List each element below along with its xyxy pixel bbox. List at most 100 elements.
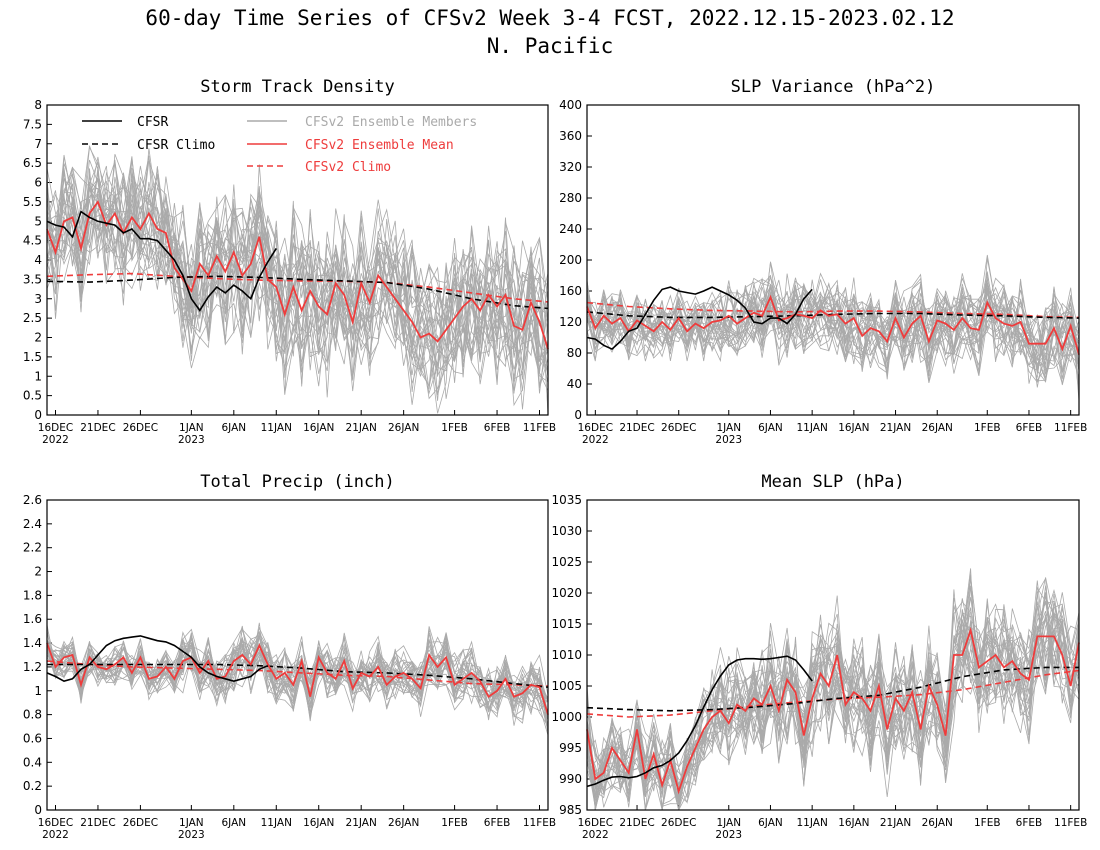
y-tick-label: 990 (559, 772, 582, 786)
y-tick-label: 8 (34, 98, 42, 112)
members-precip (47, 622, 548, 736)
series-ens-mean (586, 294, 1080, 355)
ensemble-member-line (47, 628, 548, 714)
x-tick-label: 16DEC (578, 422, 613, 434)
panel-precip: Total Precip (inch) 0 0.2 0.4 0.6 0.8 1 1.2 1.4 1… (23, 472, 556, 841)
ensemble-member-line (47, 154, 548, 384)
x-tick-label: 6JAN (221, 817, 246, 829)
y-tick-label: 1005 (551, 679, 582, 693)
series-cfsr (586, 655, 813, 788)
panel-slpvar: SLP Variance (hPa^2) 0 40 80 120 160 200 240 280… (559, 77, 1087, 446)
x-tick-label: 26JAN (388, 817, 419, 829)
x-tick-label: 6FEB (484, 422, 511, 434)
y-tick-label: 2.2 (23, 541, 42, 555)
y-tick-label: 1035 (551, 493, 582, 507)
y-tick-label: 320 (559, 160, 582, 174)
panel-title-storm: Storm Track Density (200, 77, 394, 97)
panel-title-meanslp: Mean SLP (hPa) (761, 472, 904, 492)
y-tick-label: 3.5 (23, 272, 42, 286)
ensemble-member-line (587, 589, 1079, 810)
x-tick-label: 11JAN (796, 422, 827, 434)
x-tick-label: 11FEB (523, 817, 556, 829)
series-ens-mean (586, 626, 1080, 795)
y-tick-label: 0 (574, 408, 582, 422)
y-tick-label: 1030 (551, 524, 582, 538)
y-tick-label: 5 (34, 214, 42, 228)
y-tick-label: 1.2 (23, 660, 42, 674)
y-tick-label: 4 (34, 253, 42, 267)
x-tick-label: 16DEC (578, 817, 613, 829)
x-tick-label: 21JAN (346, 817, 377, 829)
x-tick-label: 26DEC (123, 422, 158, 434)
y-tick-label: 1.8 (23, 588, 42, 602)
ensemble-member-line (587, 273, 1079, 378)
plot-frame (46, 499, 549, 811)
y-tick-label: 2 (34, 331, 42, 345)
x-tick-label: 21JAN (880, 817, 911, 829)
x-tick-label: 11JAN (261, 817, 292, 829)
series-cfsr (46, 635, 269, 683)
x-tick-label: 26DEC (661, 422, 696, 434)
series-cfsv2-climo (46, 660, 549, 687)
x-tick-label: 11FEB (523, 422, 556, 434)
x-tick-label: 11JAN (796, 817, 827, 829)
panel-title-slpvar: SLP Variance (hPa^2) (731, 77, 936, 97)
plot-frame (586, 499, 1080, 811)
x-tick-year: 2023 (715, 829, 742, 841)
x-tick-year: 2023 (178, 829, 205, 841)
members-meanslp (587, 568, 1079, 810)
y-tick-label: 1.4 (23, 636, 42, 650)
y-tick-label: 80 (567, 346, 582, 360)
x-tick-label: 6JAN (221, 422, 246, 434)
members-slpvar (587, 254, 1079, 402)
x-tick-label: 6FEB (1016, 422, 1043, 434)
legend: CFSR CFSR Climo CFSv2 Ensemble Members C… (82, 115, 477, 175)
y-tick-label: 0 (34, 408, 42, 422)
x-tick-year: 2022 (582, 829, 609, 841)
ensemble-member-line (47, 157, 548, 377)
y-tick-label: 200 (559, 253, 582, 267)
y-tick-label: 1000 (551, 710, 582, 724)
y-tick-label: 1015 (551, 617, 582, 631)
x-tick-label: 16JAN (303, 817, 334, 829)
y-tick-label: 0.4 (23, 755, 42, 769)
series-cfsr-climo (47, 663, 549, 688)
y-tick-label: 1025 (551, 555, 582, 569)
series-cfsr-climo (46, 275, 549, 310)
x-tick-label: 1JAN (179, 422, 204, 434)
x-tick-label: 16DEC (38, 817, 73, 829)
ensemble-member-line (587, 589, 1079, 805)
series-cfsv2-climo (46, 272, 549, 303)
x-tick-label: 16JAN (303, 422, 334, 434)
x-tick-label: 26JAN (922, 817, 953, 829)
x-tick-label: 16DEC (38, 422, 73, 434)
series-ens-mean (46, 200, 549, 350)
x-tick-label: 26JAN (388, 422, 419, 434)
x-tick-label: 1FEB (441, 422, 468, 434)
x-tick-label: 6JAN (758, 422, 783, 434)
legend-label-members: CFSv2 Ensemble Members (305, 115, 477, 130)
ensemble-member-line (587, 577, 1079, 800)
y-tick-label: 985 (559, 803, 582, 817)
x-tick-label: 21DEC (619, 817, 654, 829)
ensemble-member-line (587, 585, 1079, 810)
ensemble-member-line (587, 611, 1079, 794)
y-tick-label: 4.5 (23, 234, 42, 248)
x-tick-label: 1JAN (716, 817, 741, 829)
ensemble-member-line (47, 160, 548, 395)
x-tick-label: 6JAN (758, 817, 783, 829)
x-tick-label: 26JAN (922, 422, 953, 434)
y-tick-label: 400 (559, 98, 582, 112)
x-tick-year: 2022 (42, 434, 69, 446)
x-tick-label: 11FEB (1054, 422, 1087, 434)
y-tick-label: 2 (34, 565, 42, 579)
y-tick-label: 240 (559, 222, 582, 236)
ensemble-member-line (47, 156, 548, 411)
x-tick-label: 1FEB (441, 817, 468, 829)
x-tick-label: 1JAN (716, 422, 741, 434)
y-tick-label: 6 (34, 176, 42, 190)
x-tick-label: 16JAN (838, 422, 869, 434)
series-cfsr (586, 286, 813, 351)
figure-title-line2: N. Pacific (486, 34, 614, 58)
